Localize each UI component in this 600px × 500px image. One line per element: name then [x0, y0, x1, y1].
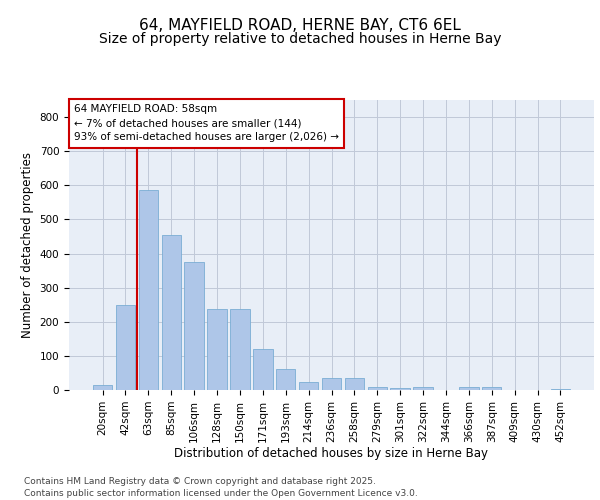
Text: Size of property relative to detached houses in Herne Bay: Size of property relative to detached ho… — [99, 32, 501, 46]
Bar — [368, 386, 387, 390]
Bar — [299, 382, 319, 390]
Bar — [322, 378, 341, 390]
Bar — [482, 386, 502, 390]
Text: 64, MAYFIELD ROAD, HERNE BAY, CT6 6EL: 64, MAYFIELD ROAD, HERNE BAY, CT6 6EL — [139, 18, 461, 32]
Bar — [208, 309, 227, 390]
Text: Contains HM Land Registry data © Crown copyright and database right 2025.
Contai: Contains HM Land Registry data © Crown c… — [24, 476, 418, 498]
Text: 64 MAYFIELD ROAD: 58sqm
← 7% of detached houses are smaller (144)
93% of semi-de: 64 MAYFIELD ROAD: 58sqm ← 7% of detached… — [74, 104, 339, 142]
X-axis label: Distribution of detached houses by size in Herne Bay: Distribution of detached houses by size … — [175, 448, 488, 460]
Bar — [413, 386, 433, 390]
Bar — [139, 190, 158, 390]
Bar — [116, 306, 135, 390]
Bar — [344, 378, 364, 390]
Bar — [230, 309, 250, 390]
Bar — [253, 349, 272, 390]
Bar — [161, 235, 181, 390]
Bar — [276, 369, 295, 390]
Bar — [391, 388, 410, 390]
Bar — [93, 385, 112, 390]
Bar — [184, 262, 204, 390]
Y-axis label: Number of detached properties: Number of detached properties — [21, 152, 34, 338]
Bar — [459, 387, 479, 390]
